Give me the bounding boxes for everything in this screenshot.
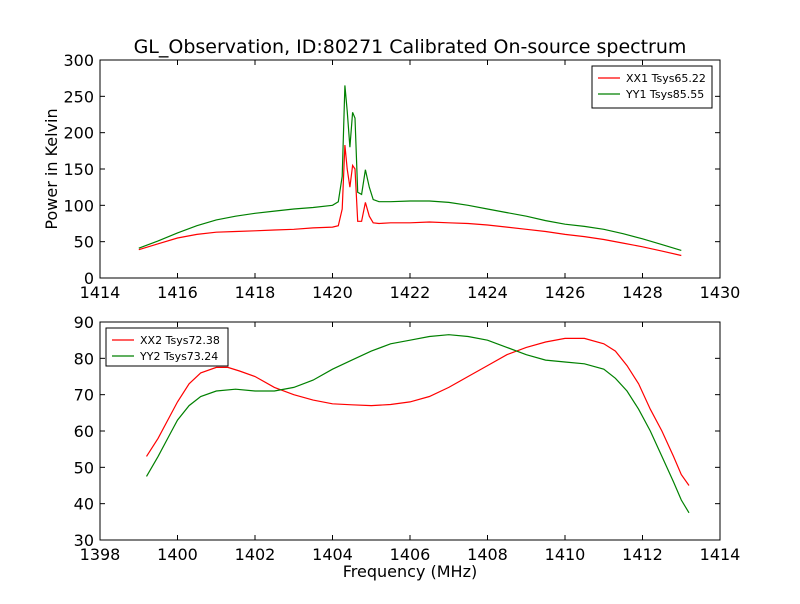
x-tick-label: 1406 — [390, 545, 431, 564]
x-tick-label: 1404 — [312, 545, 353, 564]
x-tick-label: 1420 — [312, 283, 353, 302]
x-tick-label: 1414 — [80, 283, 121, 302]
x-tick-label: 1402 — [235, 545, 276, 564]
chart-2-legend: XX2 Tsys72.38 YY2 Tsys73.24 — [105, 327, 229, 367]
x-tick-label: 1430 — [700, 283, 741, 302]
y-tick-label: 70 — [74, 386, 94, 405]
chart-1-series-line-2 — [138, 85, 682, 251]
x-tick-label: 1416 — [157, 283, 198, 302]
x-tick-label: 1398 — [80, 545, 121, 564]
chart-2-series-line-2 — [145, 334, 690, 514]
x-tick-label: 1422 — [390, 283, 431, 302]
x-tick-label: 1412 — [622, 545, 663, 564]
x-tick-label: 1408 — [467, 545, 508, 564]
chart-1: 1414 1416 1418 1420 1422 1424 1426 1428 1430 0 50 1… — [42, 51, 740, 302]
x-tick-label: 1410 — [545, 545, 586, 564]
y-tick-label: 90 — [74, 313, 94, 332]
chart-2-series-line-1 — [145, 337, 690, 486]
chart-1-legend: XX1 Tsys65.22 YY1 Tsys85.55 — [591, 65, 713, 109]
y-axis-label: Power in Kelvin — [42, 108, 61, 229]
y-tick-label: 300 — [63, 51, 94, 70]
x-axis-label: Frequency (MHz) — [343, 562, 477, 581]
legend-box — [591, 65, 713, 109]
chart-1-series-line-1 — [138, 144, 682, 257]
x-tick-label: 1418 — [235, 283, 276, 302]
legend-box — [105, 327, 229, 367]
legend-label: YY1 Tsys85.55 — [625, 88, 704, 101]
chart-2: 1398 1400 1402 1404 1406 1408 1410 1412 1414 30 40… — [74, 313, 741, 581]
x-tick-label: 1426 — [545, 283, 586, 302]
y-tick-label: 30 — [74, 531, 94, 550]
y-tick-label: 60 — [74, 422, 94, 441]
y-tick-label: 100 — [63, 196, 94, 215]
legend-label: XX2 Tsys72.38 — [140, 334, 220, 347]
legend-label: YY2 Tsys73.24 — [139, 350, 218, 363]
y-tick-label: 40 — [74, 495, 94, 514]
x-tick-label: 1400 — [157, 545, 198, 564]
x-tick-label: 1428 — [622, 283, 663, 302]
x-tick-label: 1424 — [467, 283, 508, 302]
x-tick-label: 1414 — [700, 545, 741, 564]
y-tick-label: 150 — [63, 160, 94, 179]
y-tick-label: 250 — [63, 87, 94, 106]
y-tick-label: 50 — [74, 233, 94, 252]
y-tick-label: 80 — [74, 349, 94, 368]
legend-label: XX1 Tsys65.22 — [626, 72, 706, 85]
chart-title: GL_Observation, ID:80271 Calibrated On-s… — [134, 36, 687, 58]
y-tick-label: 200 — [63, 124, 94, 143]
y-tick-label: 0 — [84, 269, 94, 288]
y-tick-label: 50 — [74, 458, 94, 477]
